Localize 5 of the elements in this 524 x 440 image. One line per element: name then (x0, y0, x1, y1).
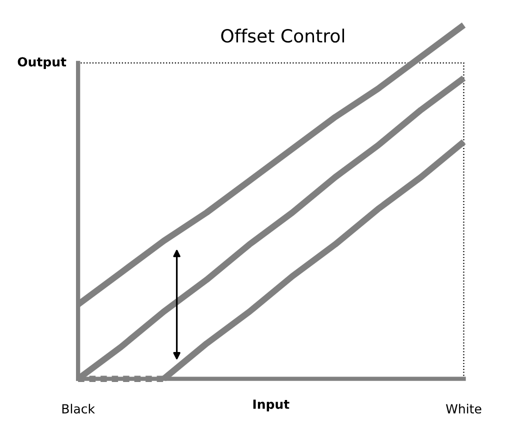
x-axis-title: Input (253, 400, 290, 412)
x-tick-label: White (446, 404, 482, 414)
x-tick-label: Black (62, 404, 95, 414)
y-axis-title: Output (18, 57, 66, 69)
chart-title: Offset Control (221, 28, 344, 43)
